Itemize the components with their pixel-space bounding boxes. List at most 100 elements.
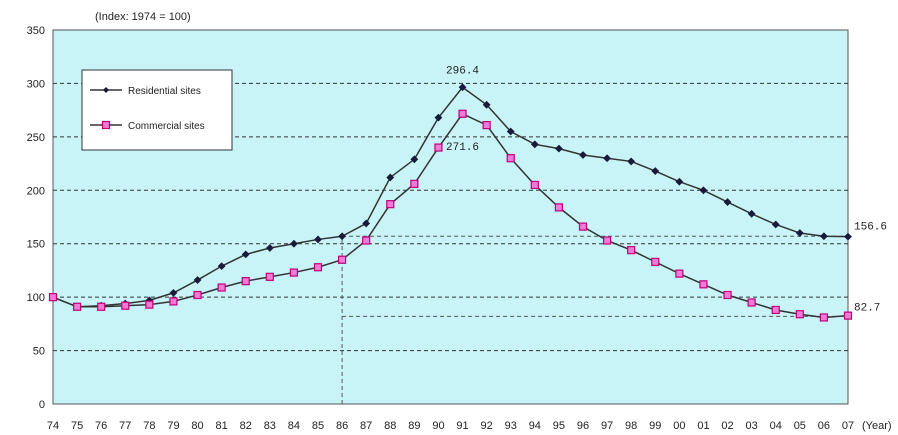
data-point <box>121 301 130 310</box>
data-point <box>482 100 491 109</box>
data-point <box>72 302 82 311</box>
x-tick-label: 87 <box>360 420 372 432</box>
data-label: 296.4 <box>446 65 479 77</box>
x-tick-label: 75 <box>71 420 83 432</box>
data-point <box>458 83 467 92</box>
reference-lines <box>341 235 848 404</box>
x-tick-label: 77 <box>119 420 131 432</box>
x-tick-label: 95 <box>553 420 565 432</box>
data-point <box>410 179 419 188</box>
data-point <box>313 263 323 272</box>
data-point <box>771 305 780 315</box>
data-point <box>48 293 58 302</box>
data-point <box>362 219 371 228</box>
data-point <box>699 186 708 195</box>
x-tick-label: 81 <box>216 420 228 432</box>
series-line <box>52 86 849 308</box>
data-point <box>723 290 732 300</box>
y-tick-label: 0 <box>39 399 45 411</box>
data-point <box>506 154 515 163</box>
x-tick-label: 93 <box>505 420 517 432</box>
x-tick-label: 89 <box>408 420 420 432</box>
y-axis: 0 50 100 150 200 250 300 350 <box>27 25 45 411</box>
data-point <box>747 298 756 307</box>
data-label: 82.7 <box>854 303 880 315</box>
annotations: 296.4 271.6 156.6 82.7 <box>446 65 887 314</box>
legend: Residential sites Commercial sites <box>81 69 233 151</box>
data-point <box>602 236 612 245</box>
y-tick-label: 150 <box>27 239 45 251</box>
data-point <box>579 151 587 159</box>
data-point <box>747 209 756 218</box>
data-point <box>314 235 322 244</box>
x-tick-label: 76 <box>95 420 107 432</box>
data-point <box>241 250 250 259</box>
data-point <box>169 297 178 306</box>
legend-marker <box>101 120 111 130</box>
x-tick-label: 99 <box>649 420 661 432</box>
data-point <box>289 268 299 277</box>
x-tick-label: 96 <box>577 420 589 432</box>
x-tick-label: 02 <box>721 420 733 432</box>
data-point <box>193 276 202 284</box>
data-point <box>843 311 853 320</box>
x-tick-label: 03 <box>746 420 758 432</box>
data-point <box>458 109 467 118</box>
x-tick-label: 05 <box>794 420 806 432</box>
x-tick-label: 91 <box>456 420 468 432</box>
data-point <box>820 232 828 241</box>
data-point <box>337 255 347 264</box>
data-label: 271.6 <box>446 142 479 154</box>
x-tick-label: 84 <box>288 420 300 432</box>
data-point <box>290 239 298 248</box>
data-point <box>530 140 539 149</box>
legend-label: Residential sites <box>128 86 201 97</box>
data-point <box>434 143 443 152</box>
data-point <box>699 280 708 289</box>
x-tick-label: 00 <box>673 420 685 432</box>
data-point <box>554 203 564 212</box>
data-point <box>265 272 274 281</box>
x-tick-label: 79 <box>167 420 179 432</box>
legend-marker <box>103 87 109 93</box>
series-line <box>52 112 849 319</box>
data-point <box>555 144 563 153</box>
data-point <box>627 157 636 166</box>
x-axis-unit: (Year) <box>862 420 892 432</box>
data-point <box>169 288 178 297</box>
legend-box <box>81 69 233 151</box>
data-point <box>145 300 154 309</box>
x-tick-label: 98 <box>625 420 637 432</box>
data-point <box>506 127 515 136</box>
data-point <box>651 167 660 175</box>
data-point <box>241 277 250 286</box>
series-commercial-sites <box>48 109 853 322</box>
data-point <box>651 257 660 266</box>
data-point <box>193 290 202 300</box>
data-point <box>386 200 395 209</box>
data-point <box>627 246 636 255</box>
x-tick-label: 04 <box>770 420 782 432</box>
y-tick-label: 200 <box>27 185 45 197</box>
data-point <box>482 121 491 130</box>
data-point <box>675 269 684 278</box>
x-tick-label: 83 <box>264 420 276 432</box>
x-tick-label: 07 <box>842 420 854 432</box>
data-point <box>410 155 419 164</box>
x-tick-label: 06 <box>818 420 830 432</box>
y-tick-label: 300 <box>27 78 45 90</box>
x-tick-label: 88 <box>384 420 396 432</box>
data-point <box>723 198 732 206</box>
x-tick-label: 92 <box>481 420 493 432</box>
y-tick-label: 350 <box>27 25 45 37</box>
x-tick-label: 85 <box>312 420 324 432</box>
data-point <box>603 154 611 163</box>
x-tick-label: 80 <box>191 420 203 432</box>
x-tick-label: 86 <box>336 420 348 432</box>
data-label: 156.6 <box>854 222 887 234</box>
x-tick-label: 90 <box>432 420 444 432</box>
x-tick-label: 97 <box>601 420 613 432</box>
data-point <box>795 310 804 319</box>
